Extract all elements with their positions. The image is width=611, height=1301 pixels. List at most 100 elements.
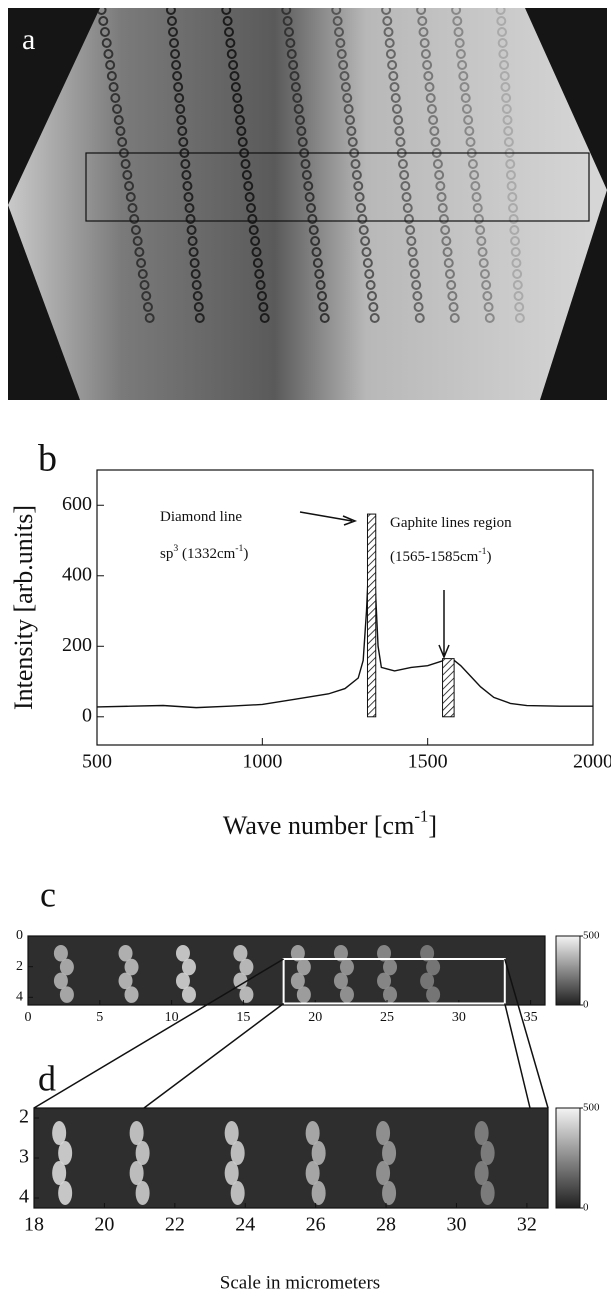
ring bbox=[304, 192, 315, 202]
ring bbox=[510, 247, 521, 257]
ring bbox=[482, 291, 493, 301]
x-tick-label: 1000 bbox=[242, 751, 282, 773]
ring bbox=[502, 115, 513, 125]
ring bbox=[498, 49, 509, 59]
ring bbox=[251, 247, 262, 257]
heat-column bbox=[376, 1121, 397, 1205]
heat-column bbox=[420, 944, 441, 1003]
ring bbox=[228, 60, 239, 70]
ring bbox=[281, 8, 292, 15]
ring bbox=[395, 137, 406, 147]
ring bbox=[393, 115, 404, 125]
heat-spot bbox=[118, 944, 133, 962]
ring bbox=[303, 181, 314, 191]
ring bbox=[481, 280, 492, 290]
heat-spot bbox=[339, 958, 354, 976]
ring bbox=[438, 214, 449, 224]
ring bbox=[458, 71, 469, 81]
ring bbox=[282, 16, 293, 26]
text-part: sp bbox=[160, 546, 173, 562]
ring bbox=[510, 236, 521, 246]
ring bbox=[312, 258, 323, 268]
ring bbox=[342, 93, 353, 103]
heatmap-background bbox=[28, 936, 545, 1005]
zoom-connector bbox=[143, 1002, 285, 1109]
ring bbox=[122, 170, 133, 180]
ring bbox=[103, 49, 114, 59]
colorbar-label: 0 bbox=[583, 1202, 589, 1214]
ring bbox=[405, 225, 416, 235]
ring bbox=[250, 236, 261, 246]
text-part: Diamond line bbox=[160, 509, 242, 525]
ring bbox=[127, 203, 138, 213]
ring bbox=[105, 60, 116, 70]
heat-spot bbox=[129, 1121, 144, 1145]
ring bbox=[307, 214, 318, 224]
ring bbox=[387, 60, 398, 70]
ring bbox=[255, 280, 266, 290]
heat-column bbox=[474, 1121, 495, 1205]
heat-spot bbox=[59, 986, 74, 1003]
ring bbox=[252, 258, 263, 268]
ring bbox=[185, 214, 196, 224]
ring bbox=[412, 291, 423, 301]
ring bbox=[175, 104, 186, 114]
ring bbox=[471, 192, 482, 202]
ring bbox=[389, 82, 400, 92]
ring bbox=[297, 137, 308, 147]
ring bbox=[331, 8, 342, 15]
x-tick-label: 35 bbox=[524, 1010, 538, 1025]
ring bbox=[134, 247, 145, 257]
ring bbox=[193, 302, 204, 312]
colorbar bbox=[555, 1107, 581, 1209]
ring bbox=[358, 225, 369, 235]
heat-spot bbox=[333, 944, 348, 962]
panel-label: a bbox=[22, 23, 35, 56]
heat-spot bbox=[296, 986, 311, 1003]
ring bbox=[499, 71, 510, 81]
ring bbox=[343, 104, 354, 114]
heat-column bbox=[333, 944, 354, 1003]
heat-column bbox=[224, 1121, 245, 1205]
text-part: ) bbox=[486, 549, 491, 565]
ring bbox=[187, 236, 198, 246]
ring bbox=[432, 159, 443, 169]
ring bbox=[455, 49, 466, 59]
heat-column bbox=[233, 944, 254, 1003]
ring bbox=[411, 280, 422, 290]
heat-spot bbox=[377, 972, 392, 990]
ring bbox=[441, 236, 452, 246]
heat-spot bbox=[135, 1181, 150, 1205]
ring bbox=[192, 291, 203, 301]
colorbar-label: 500 bbox=[583, 1102, 600, 1114]
x-tick-label: 26 bbox=[306, 1214, 326, 1236]
ring bbox=[508, 214, 519, 224]
heat-spot bbox=[52, 1121, 67, 1145]
ring bbox=[350, 159, 361, 169]
y-tick-label: 200 bbox=[62, 634, 92, 656]
ring bbox=[424, 82, 435, 92]
heat-spot bbox=[426, 958, 441, 976]
ring bbox=[451, 8, 462, 15]
arrow bbox=[438, 590, 450, 659]
heat-spot bbox=[233, 972, 248, 990]
ring bbox=[473, 214, 484, 224]
heat-spot bbox=[230, 1181, 245, 1205]
panel-label: b bbox=[38, 438, 57, 480]
ring bbox=[442, 247, 453, 257]
ring bbox=[465, 137, 476, 147]
ring bbox=[501, 93, 512, 103]
y-tick-label: 400 bbox=[62, 563, 92, 585]
ring bbox=[301, 170, 312, 180]
ring bbox=[351, 170, 362, 180]
heat-column bbox=[290, 944, 311, 1003]
ring bbox=[507, 192, 518, 202]
ring bbox=[463, 115, 474, 125]
x-tick-label: 25 bbox=[380, 1010, 394, 1025]
heat-spot bbox=[426, 986, 441, 1003]
ring bbox=[169, 38, 180, 48]
text-part: Wave number [cm bbox=[223, 811, 414, 840]
heat-column bbox=[129, 1121, 150, 1205]
zoom-connector bbox=[504, 958, 549, 1109]
